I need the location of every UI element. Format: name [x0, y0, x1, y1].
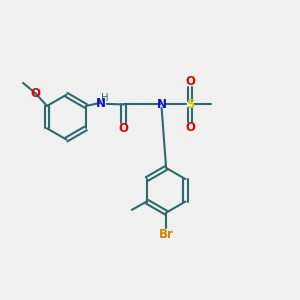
Text: N: N: [96, 97, 106, 110]
Text: O: O: [185, 121, 195, 134]
Text: N: N: [157, 98, 166, 111]
Text: O: O: [119, 122, 129, 135]
Text: Br: Br: [159, 228, 173, 241]
Text: O: O: [31, 87, 40, 100]
Text: S: S: [186, 98, 194, 111]
Text: O: O: [185, 75, 195, 88]
Text: H: H: [101, 94, 109, 103]
